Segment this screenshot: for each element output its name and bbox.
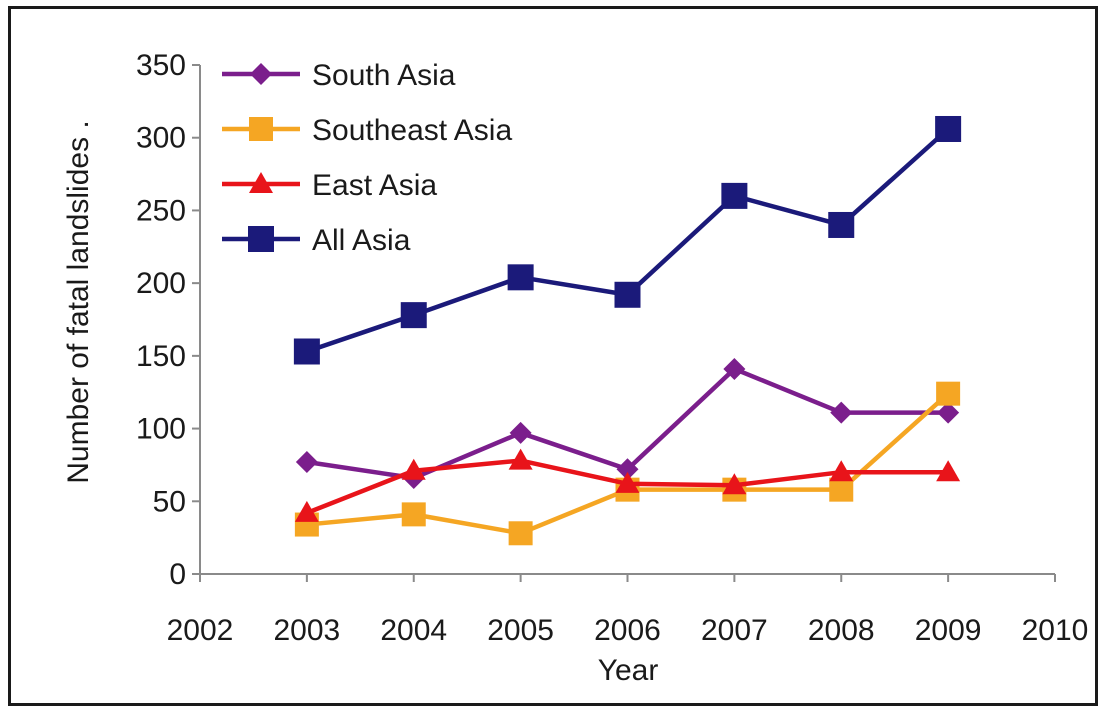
x-tick-label: 2003 — [274, 614, 341, 647]
legend-label-southeast-asia: Southeast Asia — [312, 114, 512, 147]
legend-marker-east-asia — [249, 172, 273, 193]
axes: 0 50 100 150 200 250 300 350 2002 2003 2004 2005 200… — [136, 49, 1088, 647]
legend-item-south-asia: South Asia — [222, 59, 456, 92]
data-point-all-asia — [293, 338, 320, 365]
x-tick-label: 2010 — [1022, 614, 1089, 647]
chart-frame — [8, 6, 1098, 706]
x-tick-label: 2007 — [701, 614, 768, 647]
data-point-east-asia — [936, 460, 961, 482]
data-point-east-asia — [508, 448, 533, 470]
x-tick-label: 2008 — [808, 614, 875, 647]
y-axis-title: Number of fatal landslides . — [62, 120, 95, 484]
x-axis-title: Year — [598, 654, 659, 687]
y-tick-label: 100 — [136, 413, 186, 446]
legend-marker-south-asia — [250, 63, 272, 85]
legend-marker-southeast-asia — [249, 117, 273, 141]
y-tick-label: 50 — [153, 485, 186, 518]
series-layer — [293, 115, 962, 546]
data-point-south-asia — [295, 451, 318, 474]
data-point-east-asia — [615, 471, 640, 493]
data-point-south-asia — [509, 421, 532, 444]
x-tick-label: 2005 — [487, 614, 554, 647]
legend-item-east-asia: East Asia — [222, 169, 437, 202]
x-tick-label: 2009 — [915, 614, 982, 647]
y-tick-label: 350 — [136, 49, 186, 82]
data-point-all-asia — [614, 281, 641, 308]
y-tick-label: 0 — [169, 558, 186, 591]
data-point-all-asia — [828, 211, 855, 238]
data-point-east-asia — [829, 460, 854, 482]
data-point-all-asia — [935, 115, 962, 142]
series-east-asia — [294, 448, 961, 522]
series-all-asia — [293, 115, 962, 365]
y-tick-label: 150 — [136, 340, 186, 373]
data-point-east-asia — [722, 473, 747, 495]
data-point-southeast-asia — [829, 477, 854, 502]
data-point-south-asia — [937, 401, 960, 424]
data-point-south-asia — [616, 458, 639, 481]
y-tick-label: 200 — [136, 267, 186, 300]
legend-label-east-asia: East Asia — [312, 169, 437, 202]
data-point-south-asia — [830, 401, 853, 424]
x-tick-label: 2004 — [380, 614, 447, 647]
data-point-south-asia — [723, 357, 746, 380]
data-point-southeast-asia — [508, 521, 533, 546]
legend-marker-all-asia — [248, 226, 274, 252]
data-point-east-asia — [294, 500, 319, 522]
data-point-all-asia — [507, 264, 534, 291]
x-tick-label: 2002 — [167, 614, 234, 647]
series-south-asia — [295, 357, 960, 490]
legend-item-southeast-asia: Southeast Asia — [222, 114, 512, 147]
data-point-southeast-asia — [936, 381, 961, 406]
legend-item-all-asia: All Asia — [222, 224, 411, 257]
data-point-east-asia — [401, 458, 426, 480]
legend-label-south-asia: South Asia — [312, 59, 456, 92]
data-point-all-asia — [721, 182, 748, 209]
y-tick-label: 250 — [136, 194, 186, 227]
legend: South Asia Southeast Asia East Asia All Asi… — [222, 59, 512, 257]
data-point-southeast-asia — [401, 502, 426, 527]
y-tick-label: 300 — [136, 122, 186, 155]
data-point-all-asia — [400, 302, 427, 329]
legend-label-all-asia: All Asia — [312, 224, 411, 257]
x-tick-label: 2006 — [594, 614, 661, 647]
